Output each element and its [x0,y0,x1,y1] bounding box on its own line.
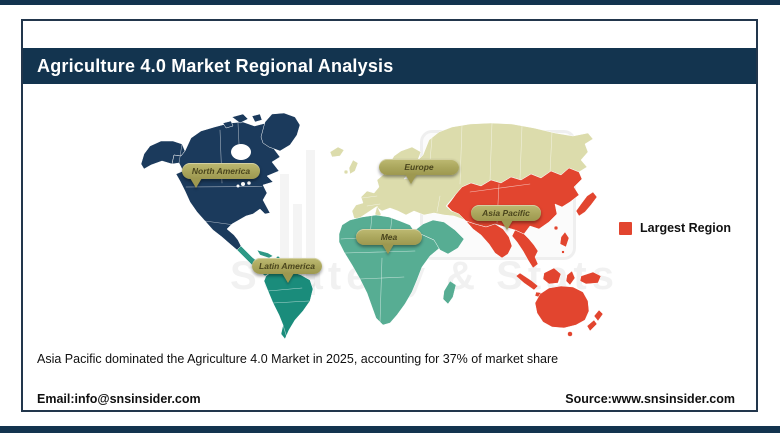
title-bar: Agriculture 4.0 Market Regional Analysis [23,48,756,84]
region-north-america [140,112,301,251]
map-label-mea: Mea [356,229,422,245]
source-text: Source:www.snsinsider.com [565,392,735,406]
hudson-bay [231,144,251,160]
great-lakes [241,182,245,186]
watermark-bar-icon [280,174,289,295]
country-borders [267,287,310,339]
region-asia-pacific [446,167,604,337]
legend-label: Largest Region [640,221,731,235]
legend-swatch [619,221,632,235]
watermark-bar-icon [306,150,315,295]
legend: Largest Region [619,221,731,235]
content-card: Agriculture 4.0 Market Regional Analysis… [21,19,758,412]
map-label-north-america: North America [182,163,260,179]
region-europe [329,122,594,222]
summary-text: Asia Pacific dominated the Agriculture 4… [37,352,559,366]
page-title: Agriculture 4.0 Market Regional Analysis [37,55,394,76]
world-map: Strategy & Stats [112,108,617,348]
world-map-svg [140,112,604,340]
country-borders [361,122,553,213]
watermark-bar-icon [293,204,302,295]
great-lakes [247,181,251,185]
map-label-asia-pacific: Asia Pacific [471,205,541,221]
top-border-bar [0,0,780,5]
bottom-border-bar [0,426,780,433]
map-label-latin-america: Latin America [252,258,322,274]
great-lakes [236,184,240,188]
email-text: Email:info@snsinsider.com [37,392,201,406]
map-label-europe: Europe [379,159,459,175]
